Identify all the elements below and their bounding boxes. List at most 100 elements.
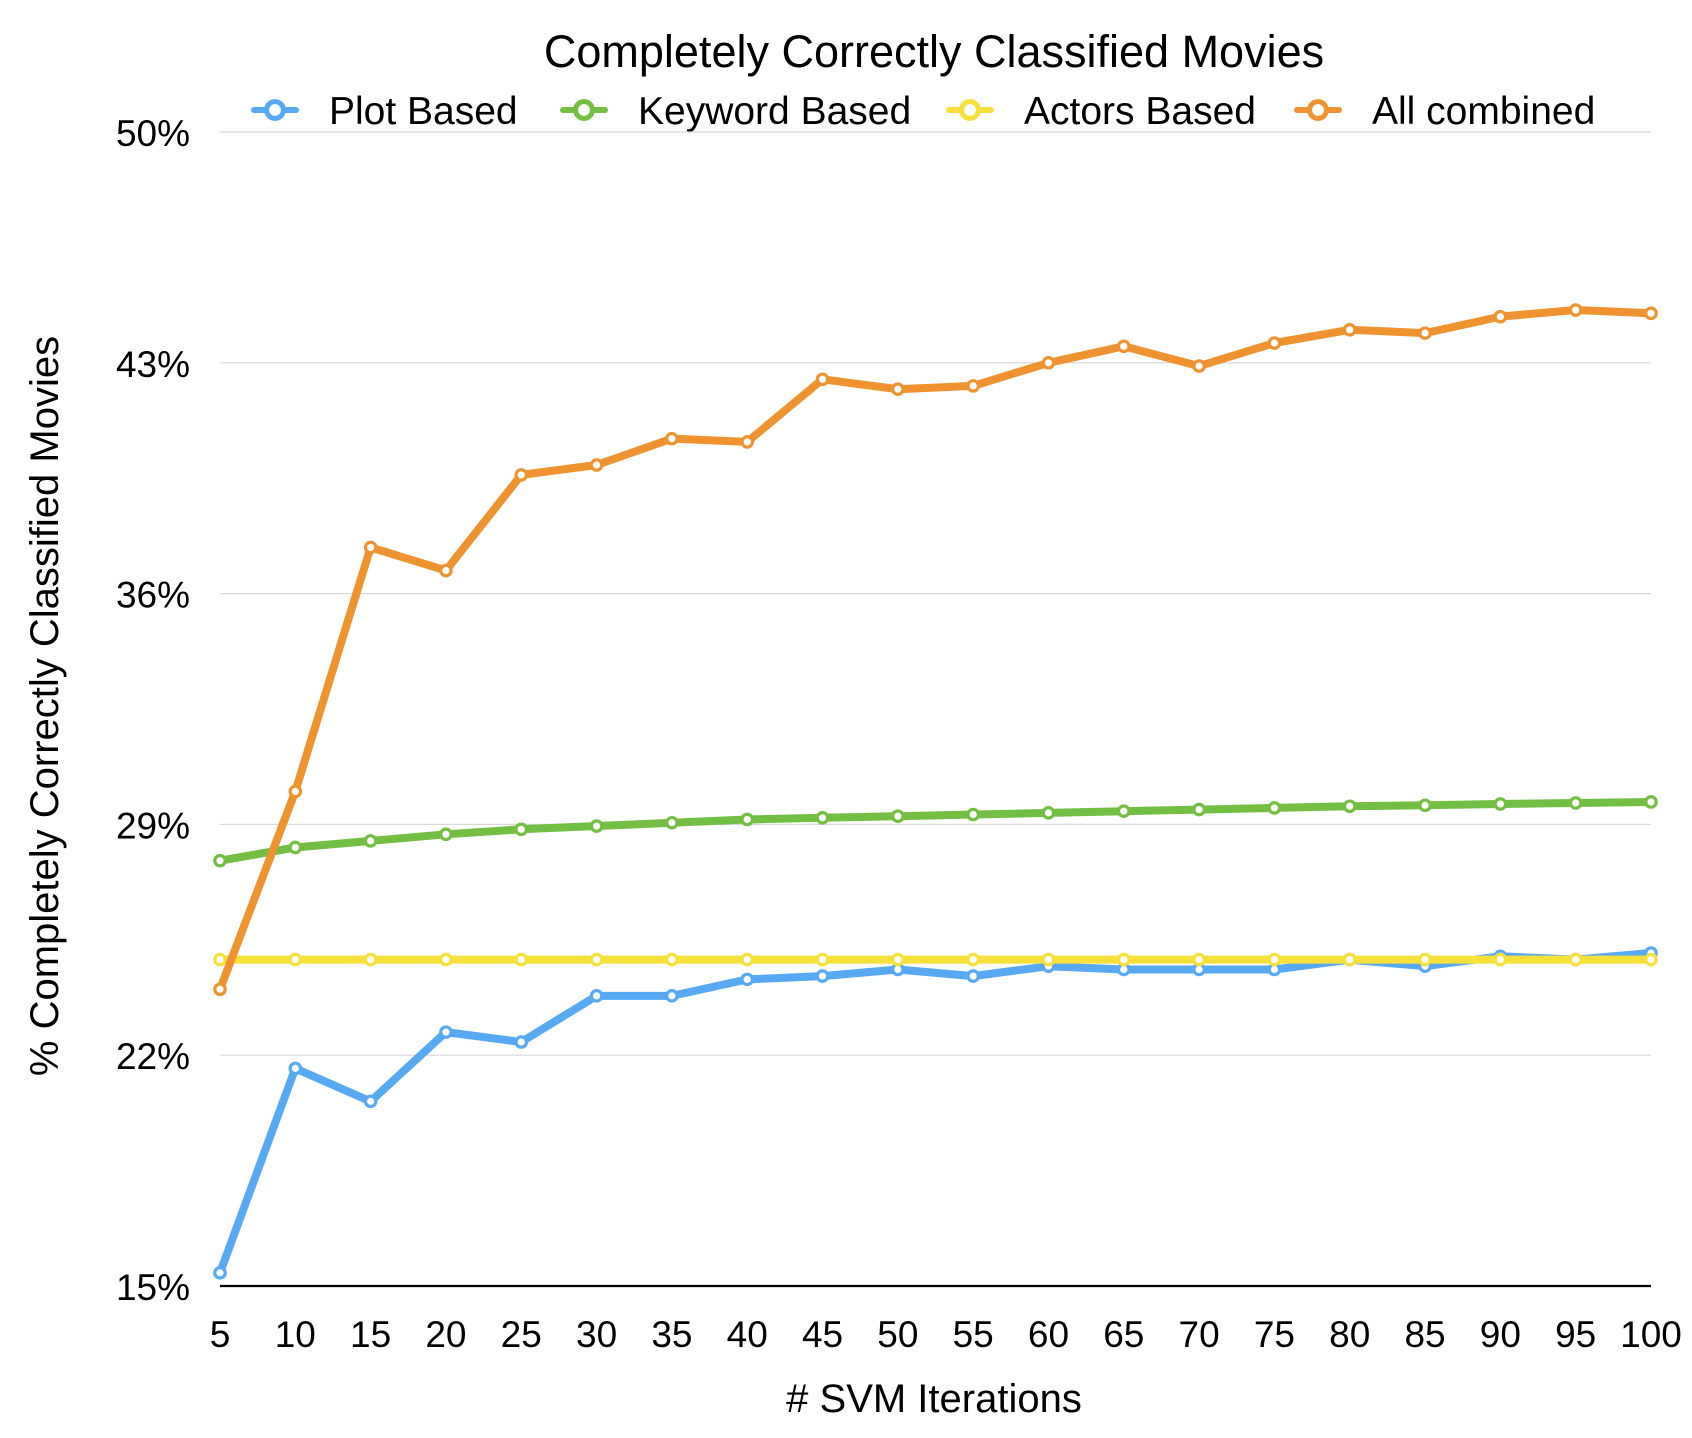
x-tick-label: 75 bbox=[1254, 1314, 1295, 1355]
data-point-all-combined bbox=[1342, 323, 1357, 337]
data-point-keyword-based bbox=[1418, 798, 1432, 813]
data-point-all-combined bbox=[1418, 326, 1432, 340]
x-axis-ticks: 5 10 15 20 25 30 35 40 45 50 55 60 65 70 75 80 85 90 95 100 bbox=[210, 1314, 1682, 1355]
data-point-actors-based bbox=[589, 952, 604, 967]
x-tick-label: 80 bbox=[1329, 1314, 1370, 1355]
legend-swatch-marker bbox=[573, 99, 595, 121]
data-point-keyword-based bbox=[439, 827, 453, 842]
data-point-all-combined bbox=[363, 540, 378, 555]
data-point-actors-based bbox=[363, 952, 378, 967]
data-point-plot-based bbox=[363, 1094, 378, 1109]
x-tick-label: 85 bbox=[1404, 1314, 1445, 1355]
data-point-all-combined bbox=[213, 982, 227, 997]
data-point-plot-based bbox=[213, 1266, 227, 1280]
data-point-keyword-based bbox=[288, 840, 303, 855]
data-point-keyword-based bbox=[1342, 799, 1357, 814]
y-tick-label: 36% bbox=[116, 575, 190, 616]
data-point-plot-based bbox=[665, 989, 679, 1003]
legend: Plot Based Keyword Based Actors Based All c… bbox=[251, 90, 1595, 133]
data-point-plot-based bbox=[966, 969, 980, 983]
y-tick-label: 43% bbox=[116, 344, 190, 385]
series-keyword-based bbox=[213, 795, 1658, 868]
data-point-actors-based bbox=[439, 952, 453, 967]
series-actors-based bbox=[213, 952, 1658, 967]
data-point-all-combined bbox=[589, 458, 604, 472]
data-point-keyword-based bbox=[665, 815, 679, 830]
data-point-actors-based bbox=[1493, 952, 1508, 967]
x-tick-label: 5 bbox=[210, 1314, 231, 1355]
data-point-keyword-based bbox=[514, 822, 529, 837]
x-tick-label: 40 bbox=[727, 1314, 768, 1355]
data-point-keyword-based bbox=[1493, 797, 1508, 811]
x-tick-label: 35 bbox=[651, 1314, 692, 1355]
legend-label: Actors Based bbox=[1024, 90, 1256, 133]
data-point-all-combined bbox=[891, 382, 905, 396]
data-point-plot-based bbox=[514, 1035, 529, 1049]
chart-title: Completely Correctly Classified Movies bbox=[544, 26, 1324, 77]
series-line-keyword-based bbox=[216, 798, 1655, 865]
x-tick-label: 70 bbox=[1179, 1314, 1220, 1355]
data-point-all-combined bbox=[1267, 336, 1282, 350]
data-point-keyword-based bbox=[740, 812, 755, 827]
series-line-plot-based bbox=[216, 949, 1655, 1277]
data-point-all-combined bbox=[815, 372, 830, 387]
series-line-all-combined bbox=[216, 306, 1655, 994]
data-point-actors-based bbox=[815, 952, 830, 967]
y-tick-label: 15% bbox=[116, 1267, 190, 1308]
legend-item-actors-based: Actors Based bbox=[946, 90, 1256, 133]
data-point-keyword-based bbox=[1568, 796, 1583, 810]
data-point-keyword-based bbox=[213, 853, 227, 868]
x-tick-label: 10 bbox=[275, 1314, 316, 1355]
x-tick-label: 60 bbox=[1028, 1314, 1069, 1355]
legend-swatch-marker bbox=[1307, 99, 1329, 121]
data-point-actors-based bbox=[1041, 952, 1056, 967]
x-tick-label: 95 bbox=[1555, 1314, 1596, 1355]
x-tick-label: 15 bbox=[350, 1314, 391, 1355]
x-tick-label: 50 bbox=[877, 1314, 918, 1355]
data-point-plot-based bbox=[439, 1025, 453, 1039]
y-tick-label: 22% bbox=[116, 1036, 190, 1077]
x-axis-label: # SVM Iterations bbox=[786, 1377, 1082, 1421]
data-point-actors-based bbox=[1192, 952, 1206, 967]
legend-label: Plot Based bbox=[329, 90, 518, 133]
data-point-all-combined bbox=[1644, 306, 1658, 321]
y-tick-label: 50% bbox=[116, 113, 190, 154]
data-point-keyword-based bbox=[1644, 795, 1658, 809]
legend-item-keyword-based: Keyword Based bbox=[560, 90, 911, 133]
y-axis-ticks: 15% 22% 29% 36% 43% 50% bbox=[116, 113, 190, 1308]
data-point-actors-based bbox=[1418, 952, 1432, 967]
data-point-keyword-based bbox=[966, 807, 980, 822]
data-point-actors-based bbox=[891, 952, 905, 967]
data-point-plot-based bbox=[815, 969, 830, 983]
data-point-actors-based bbox=[1116, 952, 1131, 967]
legend-label: All combined bbox=[1372, 90, 1595, 133]
data-point-actors-based bbox=[1267, 952, 1282, 967]
data-point-keyword-based bbox=[1116, 804, 1131, 819]
data-point-plot-based bbox=[288, 1061, 303, 1076]
x-tick-label: 100 bbox=[1620, 1314, 1682, 1355]
x-tick-label: 90 bbox=[1480, 1314, 1521, 1355]
data-point-actors-based bbox=[665, 952, 679, 967]
data-point-actors-based bbox=[514, 952, 529, 967]
x-tick-label: 45 bbox=[802, 1314, 843, 1355]
data-point-actors-based bbox=[1568, 952, 1583, 967]
data-point-all-combined bbox=[966, 379, 980, 393]
data-point-plot-based bbox=[740, 972, 755, 987]
series-plot-based bbox=[213, 946, 1658, 1280]
data-point-keyword-based bbox=[815, 811, 830, 825]
series-all-combined bbox=[213, 303, 1658, 997]
data-point-plot-based bbox=[589, 989, 604, 1003]
legend-swatch-marker bbox=[959, 99, 981, 121]
legend-item-plot-based: Plot Based bbox=[251, 90, 518, 133]
data-point-all-combined bbox=[288, 784, 303, 799]
data-point-all-combined bbox=[439, 563, 453, 578]
x-tick-label: 25 bbox=[501, 1314, 542, 1355]
data-point-keyword-based bbox=[1041, 806, 1056, 820]
data-point-all-combined bbox=[1041, 355, 1056, 370]
data-point-keyword-based bbox=[891, 809, 905, 823]
data-point-actors-based bbox=[966, 952, 980, 967]
data-point-all-combined bbox=[1192, 359, 1206, 373]
data-point-all-combined bbox=[1493, 309, 1508, 324]
